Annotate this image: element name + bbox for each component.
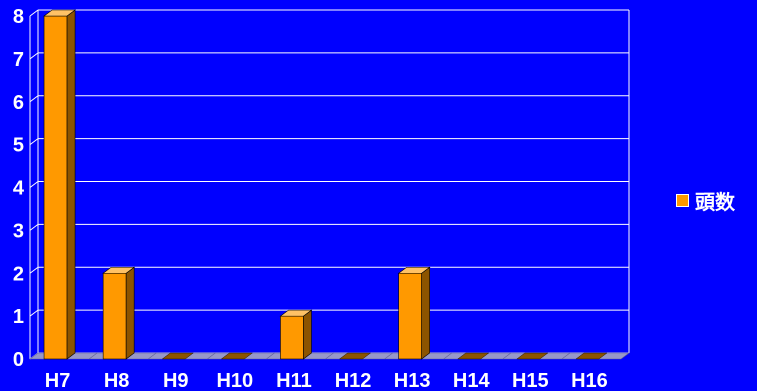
x-tick-label: H8 xyxy=(104,370,130,391)
y-tick-label: 1 xyxy=(13,306,24,328)
x-tick-label: H12 xyxy=(335,370,372,391)
floor-divider xyxy=(561,352,571,360)
floor-divider xyxy=(443,352,452,360)
bar-top xyxy=(279,309,313,317)
bar-side xyxy=(421,266,430,360)
bar xyxy=(161,352,194,360)
x-tick-label: H10 xyxy=(216,370,253,391)
legend-label: 頭数 xyxy=(695,190,735,214)
bar-zero xyxy=(457,352,490,360)
y-tick-label: 3 xyxy=(13,220,24,242)
bars xyxy=(43,9,608,360)
bar-zero xyxy=(338,352,372,360)
floor-divider xyxy=(88,352,98,360)
gridline-diagonal xyxy=(29,138,39,146)
y-tick-label: 4 xyxy=(13,178,25,200)
gridline-diagonal xyxy=(29,266,39,274)
bar xyxy=(397,266,431,360)
y-tick-label: 6 xyxy=(13,92,24,114)
legend-swatch xyxy=(676,194,689,207)
floor-divider xyxy=(148,352,157,360)
x-axis-ticks: H7 H8 H9 H10 H11 H12 H13 H14 H15 H16 xyxy=(45,370,608,391)
y-tick-label: 5 xyxy=(13,135,24,157)
floor-divider xyxy=(266,352,275,360)
bar-zero xyxy=(161,352,194,360)
legend: 頭数 xyxy=(676,186,735,215)
x-tick-label: H13 xyxy=(394,370,431,391)
bar xyxy=(575,352,608,360)
bar xyxy=(338,352,372,360)
x-tick-label: H7 xyxy=(45,370,71,391)
y-tick-label: 0 xyxy=(13,349,24,371)
gridline-diagonal xyxy=(29,223,39,231)
bar xyxy=(457,352,490,360)
y-tick-label: 7 xyxy=(13,49,24,71)
bar xyxy=(279,309,313,360)
y-tick-label: 2 xyxy=(13,263,24,285)
bar xyxy=(220,352,253,360)
bar-front xyxy=(102,272,127,360)
x-tick-label: H16 xyxy=(571,370,608,391)
floor-divider xyxy=(384,352,393,360)
bar-top xyxy=(102,266,136,274)
bar-top xyxy=(397,266,431,274)
floor-divider xyxy=(207,352,216,360)
gridline-diagonal xyxy=(29,95,39,103)
y-tick-label: 8 xyxy=(13,6,24,28)
bar-front xyxy=(43,15,68,360)
bar-zero xyxy=(220,352,253,360)
bar-zero xyxy=(575,352,608,360)
y-axis-ticks: 0 1 2 3 4 5 6 7 8 xyxy=(13,6,25,371)
bar xyxy=(516,352,549,360)
bar-zero xyxy=(516,352,549,360)
bar-side xyxy=(303,309,312,360)
gridline-diagonal xyxy=(29,309,39,317)
floor-divider xyxy=(502,352,511,360)
floor-divider xyxy=(325,352,334,360)
bar-side xyxy=(125,266,135,360)
gridline-diagonal xyxy=(29,52,39,60)
gridline-diagonal xyxy=(29,9,39,17)
gridline-diagonal xyxy=(29,181,39,188)
x-tick-label: H14 xyxy=(453,370,491,391)
x-tick-label: H9 xyxy=(163,370,189,391)
bar-front xyxy=(280,315,304,360)
x-tick-label: H15 xyxy=(512,370,549,391)
bar-side xyxy=(66,9,76,360)
bar xyxy=(43,9,76,360)
bar-front xyxy=(398,272,422,360)
bar-top xyxy=(43,9,76,17)
x-tick-label: H11 xyxy=(276,370,312,391)
bar xyxy=(102,266,136,360)
